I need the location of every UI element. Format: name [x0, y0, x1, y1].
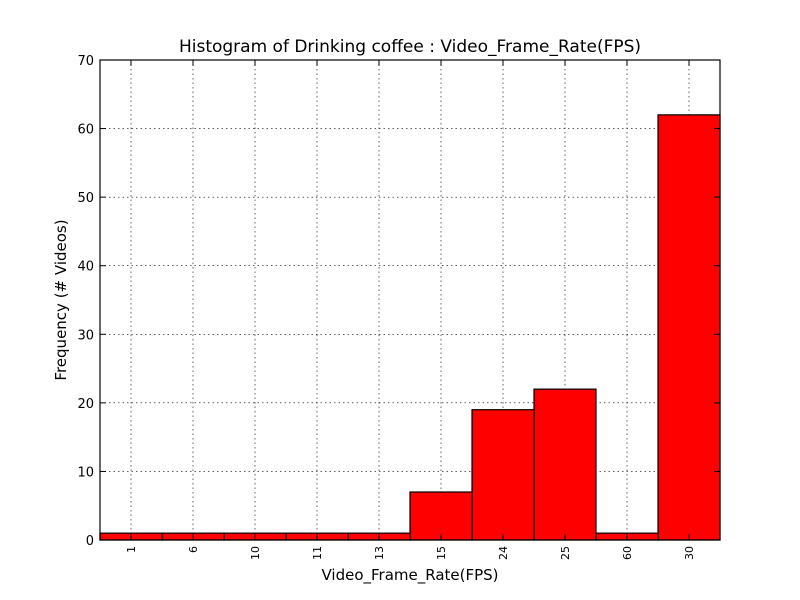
- x-tick-label: 10: [249, 546, 262, 560]
- histogram-bar: [471, 409, 535, 541]
- x-tick-label: 25: [559, 546, 572, 560]
- x-tick-label: 30: [683, 546, 696, 560]
- x-tick-label: 11: [311, 546, 324, 560]
- y-tick-label: 0: [86, 534, 94, 549]
- y-tick-label: 20: [77, 397, 94, 412]
- histogram-bar: [409, 491, 473, 541]
- x-tick-label: 60: [621, 546, 634, 560]
- chart-title: Histogram of Drinking coffee : Video_Fra…: [179, 37, 641, 57]
- histogram-bar: [533, 388, 597, 541]
- plot-frame: [99, 59, 721, 541]
- y-tick-label: 10: [77, 465, 94, 480]
- x-axis-title: Video_Frame_Rate(FPS): [321, 566, 498, 585]
- y-tick-label: 40: [77, 260, 94, 275]
- y-axis-title: Frequency (# Videos): [52, 219, 70, 380]
- ticks-layer: [100, 59, 720, 541]
- y-tick-label: 30: [77, 328, 94, 343]
- y-tick-labels: 0 10 20 30 40 50 60 70: [77, 54, 94, 549]
- x-tick-label: 13: [373, 546, 386, 560]
- y-tick-label: 70: [77, 54, 94, 69]
- x-tick-label: 6: [187, 546, 200, 553]
- x-tick-label: 1: [125, 546, 138, 553]
- x-tick-label: 15: [435, 546, 448, 560]
- histogram-bar: [657, 114, 721, 541]
- y-tick-label: 50: [77, 191, 94, 206]
- x-tick-label: 24: [497, 546, 510, 560]
- grid-layer: [100, 60, 720, 540]
- y-tick-label: 60: [77, 123, 94, 138]
- bars-layer: [99, 114, 721, 541]
- x-tick-labels: 1 6 10 11 13 15 24 25 60 30: [125, 546, 696, 560]
